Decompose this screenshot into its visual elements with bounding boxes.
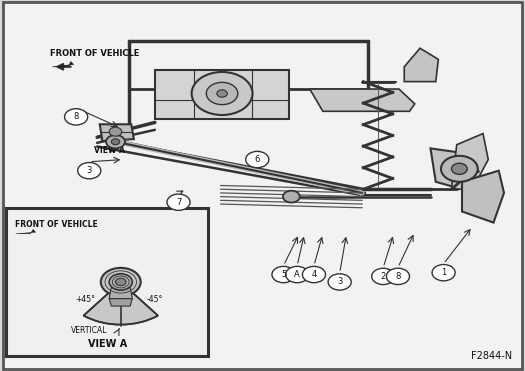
Text: 3: 3: [337, 278, 342, 286]
Polygon shape: [100, 124, 134, 141]
Text: 2: 2: [381, 272, 386, 281]
Text: 5: 5: [281, 270, 286, 279]
Wedge shape: [83, 282, 158, 325]
Circle shape: [206, 82, 238, 105]
Polygon shape: [109, 299, 132, 306]
Circle shape: [192, 72, 253, 115]
Polygon shape: [404, 48, 438, 82]
Text: A: A: [295, 270, 300, 279]
Circle shape: [217, 90, 227, 97]
Circle shape: [106, 135, 125, 148]
Circle shape: [109, 274, 132, 290]
Text: VIEW A: VIEW A: [88, 339, 127, 349]
Polygon shape: [155, 70, 289, 119]
Text: 3: 3: [87, 166, 92, 175]
Polygon shape: [109, 288, 132, 299]
Polygon shape: [462, 171, 504, 223]
Circle shape: [246, 151, 269, 168]
Circle shape: [386, 268, 410, 285]
Circle shape: [101, 268, 141, 296]
Circle shape: [432, 265, 455, 281]
FancyBboxPatch shape: [6, 208, 208, 356]
Text: FRONT OF VEHICLE: FRONT OF VEHICLE: [50, 49, 139, 58]
Text: 1: 1: [441, 268, 446, 277]
Text: VERTICAL: VERTICAL: [71, 326, 108, 335]
Circle shape: [286, 266, 309, 283]
Text: VIEW A: VIEW A: [94, 146, 125, 155]
Text: -45°: -45°: [146, 295, 163, 304]
Text: 8: 8: [395, 272, 401, 281]
Text: +45°: +45°: [75, 295, 95, 304]
Polygon shape: [52, 62, 74, 67]
Circle shape: [78, 162, 101, 179]
Text: 6: 6: [255, 155, 260, 164]
Text: 4: 4: [311, 270, 317, 279]
Circle shape: [167, 194, 190, 210]
Circle shape: [302, 266, 326, 283]
Circle shape: [109, 127, 122, 136]
Circle shape: [116, 278, 126, 286]
Polygon shape: [16, 229, 36, 234]
Polygon shape: [430, 148, 473, 189]
Polygon shape: [452, 134, 488, 189]
Circle shape: [452, 163, 467, 174]
Circle shape: [283, 191, 300, 203]
Text: F2844-N: F2844-N: [471, 351, 512, 361]
Circle shape: [441, 156, 478, 182]
Circle shape: [111, 139, 120, 145]
Circle shape: [65, 109, 88, 125]
Circle shape: [272, 266, 295, 283]
Circle shape: [372, 268, 395, 285]
Text: 7: 7: [176, 198, 181, 207]
Circle shape: [328, 274, 351, 290]
Text: FRONT OF VEHICLE: FRONT OF VEHICLE: [15, 220, 98, 229]
Text: 8: 8: [74, 112, 79, 121]
FancyBboxPatch shape: [3, 2, 522, 369]
Polygon shape: [310, 89, 415, 111]
